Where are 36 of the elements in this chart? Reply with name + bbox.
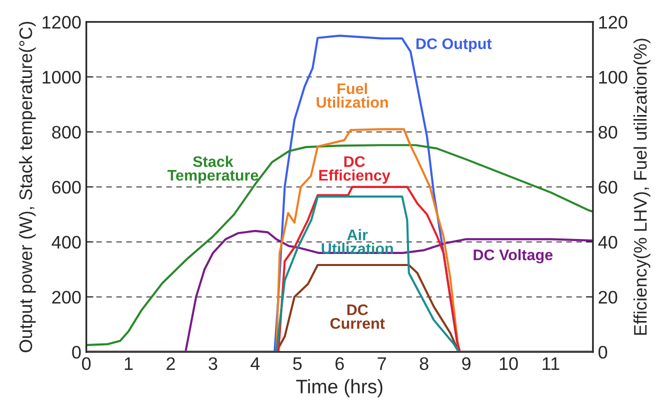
y2-tick-label: 40 xyxy=(598,236,618,249)
y-tick-label: 200 xyxy=(52,290,81,304)
y2-tick-label: 0 xyxy=(598,346,608,359)
series-label: DC Voltage xyxy=(474,249,553,264)
series-label: Fuel Utilization xyxy=(316,82,388,108)
x-tick-label: 11 xyxy=(542,357,560,370)
series-label: DC Output xyxy=(416,38,492,52)
x-tick-label: 4 xyxy=(250,357,260,370)
series-label: Stack Temperature xyxy=(167,156,258,184)
series-label: DC Efficiency xyxy=(319,156,390,184)
y2-tick-label: 60 xyxy=(598,180,618,194)
series-label: DC Current xyxy=(330,304,385,329)
y2-tick-label: 20 xyxy=(598,290,618,304)
x-axis-title: Time (hrs) xyxy=(296,379,382,398)
x-tick-label: 3 xyxy=(208,357,218,370)
y-tick-label: 1000 xyxy=(42,70,81,84)
x-tick-label: 9 xyxy=(462,357,470,370)
y2-axis-title: Efficiency(% LHV), Fuel utilization(%) xyxy=(633,38,650,335)
y-tick-label: 0 xyxy=(72,346,81,359)
x-tick-label: 1 xyxy=(124,357,133,370)
y2-tick-label: 100 xyxy=(599,70,628,84)
y-tick-label: 1200 xyxy=(42,16,81,29)
x-tick-label: 2 xyxy=(166,357,175,370)
y-axis-title: Output power (W), Stack temperature(°C) xyxy=(18,22,36,352)
y-tick-label: 800 xyxy=(52,126,81,139)
series-label: Air Utilization xyxy=(322,229,393,254)
x-tick-label: 5 xyxy=(293,357,302,370)
x-tick-label: 7 xyxy=(378,357,386,370)
x-tick-label: 10 xyxy=(500,357,518,370)
y-tick-label: 600 xyxy=(52,180,81,194)
y2-tick-label: 80 xyxy=(598,126,618,139)
x-tick-label: 6 xyxy=(336,357,344,370)
x-tick-label: 8 xyxy=(420,357,428,370)
y2-tick-label: 120 xyxy=(599,16,628,29)
y-tick-label: 400 xyxy=(52,236,81,249)
x-tick-label: 0 xyxy=(82,357,91,370)
